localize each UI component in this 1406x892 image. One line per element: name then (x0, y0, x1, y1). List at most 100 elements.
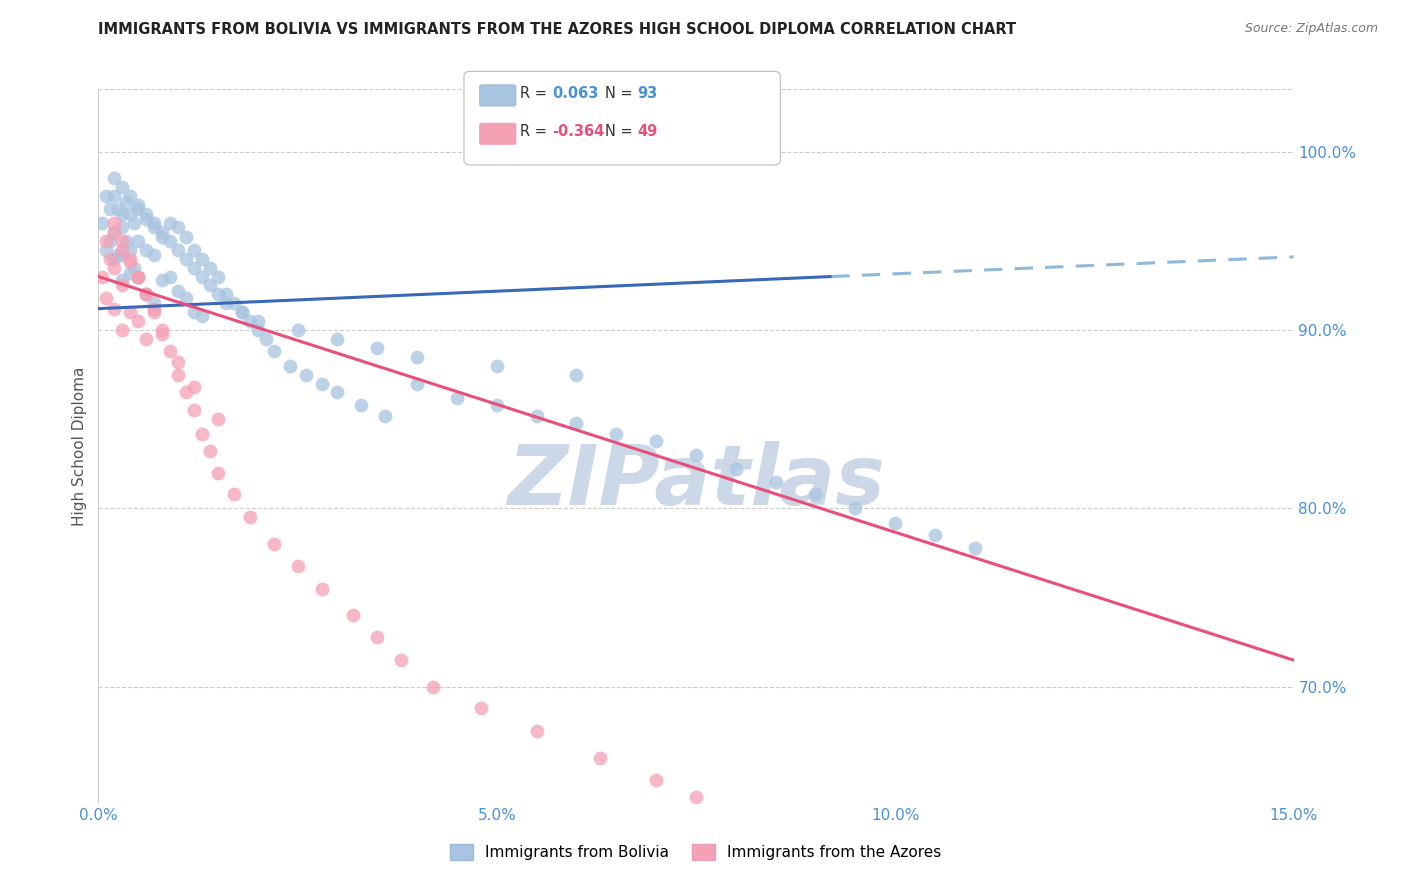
Point (366, 341, 388, 355)
Point (311, 376, 333, 391)
Point (143, 301, 166, 316)
Point (127, 234, 149, 248)
Point (470, 701, 492, 715)
Point (207, 466, 229, 480)
Point (159, 269, 181, 284)
Point (246, 323, 269, 337)
Point (96, 243, 118, 257)
Y-axis label: High School Diploma: High School Diploma (72, 367, 87, 525)
Point (191, 426, 214, 441)
Point (485, 398, 508, 412)
Point (115, 194, 138, 209)
Point (804, 487, 827, 501)
Point (135, 287, 157, 301)
Point (174, 230, 197, 244)
Point (254, 332, 277, 346)
Point (103, 171, 125, 186)
Point (111, 323, 134, 337)
Point (143, 219, 166, 234)
Point (150, 323, 173, 337)
Point (111, 234, 134, 248)
Point (884, 516, 907, 530)
Point (98, 202, 122, 216)
Point (406, 350, 429, 364)
Point (366, 630, 388, 644)
Point (111, 248, 134, 262)
Point (207, 269, 229, 284)
Point (326, 332, 349, 346)
Text: Source: ZipAtlas.com: Source: ZipAtlas.com (1244, 22, 1378, 36)
Point (215, 287, 238, 301)
Point (127, 269, 149, 284)
Point (645, 434, 668, 448)
Point (159, 344, 181, 359)
Point (120, 207, 142, 221)
Point (107, 248, 129, 262)
Point (124, 260, 146, 275)
Point (174, 252, 197, 266)
Point (127, 202, 149, 216)
Point (183, 260, 205, 275)
Point (311, 582, 333, 596)
Point (135, 287, 157, 301)
Point (183, 305, 205, 319)
Point (183, 403, 205, 417)
Point (135, 212, 157, 227)
Point (287, 323, 309, 337)
Point (963, 541, 986, 555)
Point (111, 180, 134, 194)
Point (198, 444, 221, 458)
Legend: Immigrants from Bolivia, Immigrants from the Azores: Immigrants from Bolivia, Immigrants from… (444, 838, 948, 866)
Point (103, 301, 125, 316)
Point (120, 266, 142, 280)
Point (167, 355, 190, 369)
Point (589, 751, 612, 765)
Point (215, 296, 238, 310)
Point (174, 291, 197, 305)
Point (127, 269, 149, 284)
Point (207, 412, 229, 426)
Point (924, 528, 946, 542)
Point (246, 314, 269, 328)
Point (263, 344, 285, 359)
Text: N =: N = (605, 124, 637, 138)
Point (143, 296, 166, 310)
Point (605, 426, 627, 441)
Point (115, 234, 138, 248)
Point (231, 305, 253, 319)
Point (844, 501, 866, 516)
Point (150, 225, 173, 239)
Point (183, 243, 205, 257)
Point (103, 225, 125, 239)
Point (191, 269, 214, 284)
Point (222, 487, 245, 501)
Point (167, 243, 190, 257)
Text: 93: 93 (637, 87, 657, 101)
Point (565, 368, 588, 382)
Point (422, 680, 444, 694)
Point (278, 359, 301, 373)
Point (143, 248, 166, 262)
Point (526, 409, 548, 423)
Point (231, 305, 253, 319)
Text: R =: R = (520, 124, 551, 138)
Point (191, 309, 214, 323)
Point (143, 305, 166, 319)
Point (135, 332, 157, 346)
Point (167, 219, 190, 234)
Point (724, 462, 747, 476)
Point (287, 558, 309, 573)
Point (342, 608, 364, 623)
Point (103, 225, 125, 239)
Point (111, 278, 134, 293)
Point (239, 314, 262, 328)
Point (150, 230, 173, 244)
Point (167, 368, 190, 382)
Text: -0.364: -0.364 (553, 124, 605, 138)
Point (103, 260, 125, 275)
Point (207, 287, 229, 301)
Point (96, 189, 118, 203)
Point (350, 398, 373, 412)
Point (103, 189, 125, 203)
Point (150, 326, 173, 341)
